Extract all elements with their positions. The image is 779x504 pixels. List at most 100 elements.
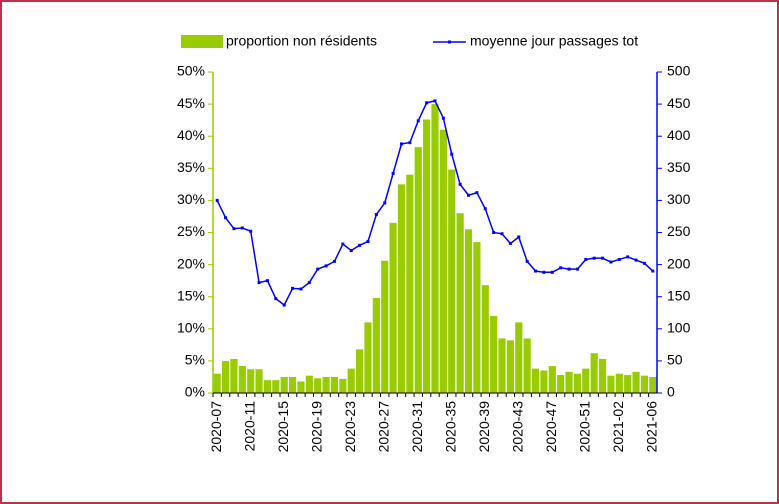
bar <box>255 369 263 393</box>
line-marker <box>559 266 563 270</box>
y2-tick-label: 100 <box>667 320 691 336</box>
line-marker <box>366 239 370 243</box>
line-marker <box>642 261 646 265</box>
x-tick-label: 2020-07 <box>208 401 224 453</box>
bar <box>381 260 389 393</box>
bar <box>582 368 590 393</box>
y2-tick-label: 250 <box>667 223 691 239</box>
line-marker <box>358 243 362 247</box>
bar <box>473 242 481 393</box>
bar <box>590 353 598 393</box>
line-marker <box>575 267 579 271</box>
y2-tick-label: 450 <box>667 95 691 111</box>
line-marker <box>349 248 353 252</box>
bar <box>238 366 246 393</box>
y-tick-label: 15% <box>177 287 205 303</box>
bar <box>565 371 573 393</box>
bar <box>640 375 649 393</box>
line-marker <box>215 198 219 202</box>
y-tick-label: 10% <box>177 320 205 336</box>
x-tick-label: 2020-39 <box>476 401 492 453</box>
line-marker <box>567 267 571 271</box>
bar <box>498 338 506 393</box>
y-tick-label: 5% <box>185 352 205 368</box>
y-tick-label: 35% <box>177 159 205 175</box>
y2-tick-label: 350 <box>667 159 691 175</box>
line-marker <box>341 242 345 246</box>
line-marker <box>257 281 261 285</box>
bar <box>448 169 456 393</box>
line-marker <box>517 235 521 239</box>
bar <box>356 349 364 393</box>
bar <box>397 184 406 393</box>
y2-tick-label: 150 <box>667 287 691 303</box>
line-marker <box>458 182 462 186</box>
bar <box>523 338 531 393</box>
bar <box>557 375 565 393</box>
y2-tick-label: 200 <box>667 255 691 271</box>
y2-tick-label: 50 <box>667 352 683 368</box>
legend-swatch <box>181 35 223 48</box>
line-marker <box>425 101 429 105</box>
x-tick-label: 2020-51 <box>576 401 592 453</box>
line-marker <box>307 281 311 285</box>
line-marker <box>299 287 303 291</box>
legend-label: moyenne jour passages tot <box>470 33 638 49</box>
bar <box>548 366 556 393</box>
y2-tick-label: 300 <box>667 191 691 207</box>
bar <box>314 378 322 393</box>
bar <box>230 358 238 393</box>
line-marker <box>383 201 387 205</box>
x-tick-label: 2020-27 <box>375 401 391 453</box>
x-tick-label: 2020-15 <box>275 401 291 453</box>
bar <box>506 340 514 393</box>
line-marker <box>374 213 378 217</box>
line-marker <box>584 257 588 261</box>
bar <box>389 222 397 393</box>
x-tick-label: 2020-47 <box>543 401 559 453</box>
x-tick-label: 2021-06 <box>644 401 660 453</box>
line-marker <box>508 241 512 245</box>
line-marker <box>592 256 596 260</box>
line-marker <box>617 257 621 261</box>
line-marker <box>450 152 454 156</box>
line-marker <box>542 270 546 274</box>
bar <box>364 322 372 393</box>
line-marker <box>265 279 269 283</box>
line-marker <box>475 191 479 195</box>
bar <box>339 378 347 393</box>
bar <box>464 229 473 393</box>
x-tick-label: 2020-23 <box>342 401 358 453</box>
y-tick-label: 40% <box>177 127 205 143</box>
line-marker <box>249 229 253 233</box>
line-marker <box>609 260 613 264</box>
x-tick-label: 2020-35 <box>442 401 458 453</box>
line-marker <box>232 227 236 231</box>
bar <box>624 375 632 393</box>
bar <box>297 381 305 393</box>
bar <box>414 147 422 393</box>
bar <box>372 297 380 393</box>
legend-swatch <box>448 40 451 44</box>
bar <box>263 380 272 393</box>
bar <box>615 373 623 393</box>
bar <box>515 322 523 393</box>
bar <box>322 376 330 393</box>
bar <box>490 315 498 393</box>
bar <box>406 174 414 393</box>
line-marker <box>324 264 328 268</box>
x-tick-label: 2020-11 <box>241 401 257 452</box>
bar <box>423 119 431 394</box>
bar <box>347 368 355 393</box>
line-marker <box>601 256 605 260</box>
line-marker <box>483 207 487 211</box>
bar <box>598 358 607 393</box>
bar <box>247 369 255 393</box>
line-marker <box>399 142 403 146</box>
bar <box>431 104 439 393</box>
line-marker <box>492 231 496 234</box>
line-marker <box>282 303 286 307</box>
bar <box>221 360 230 393</box>
y-tick-label: 45% <box>177 95 205 111</box>
